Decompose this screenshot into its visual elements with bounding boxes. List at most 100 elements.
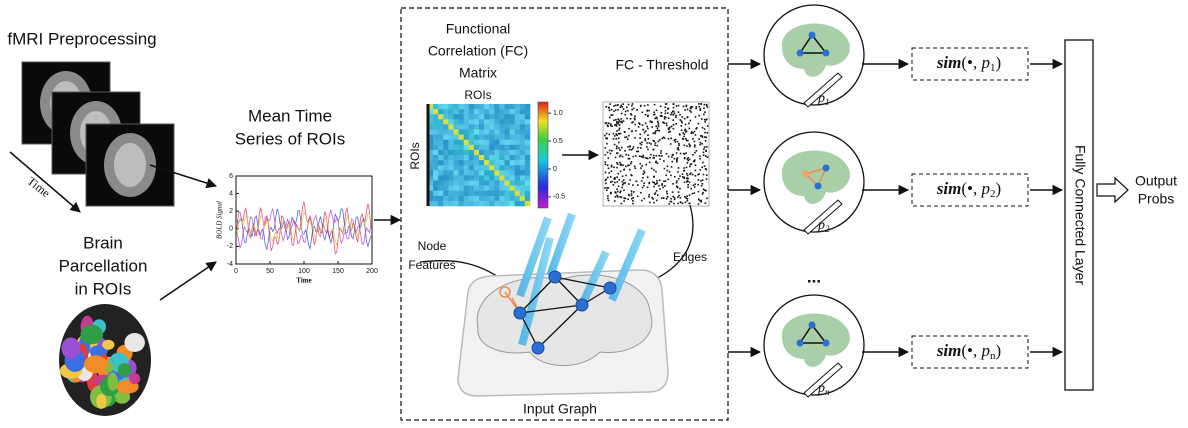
matrix-cell: [479, 114, 484, 119]
matrix-cell: [525, 181, 530, 186]
x-tick-label: 100: [298, 268, 310, 275]
matrix-cell: [469, 175, 474, 180]
edge-dot: [647, 149, 649, 151]
y-tick-label: -2: [227, 243, 233, 250]
matrix-cell: [489, 104, 494, 109]
edge-dot: [667, 112, 669, 114]
edge-dot: [698, 179, 700, 181]
edge-dot: [619, 149, 621, 151]
edge-dot: [694, 152, 696, 154]
edge-dot: [687, 160, 689, 162]
edge-dot: [704, 111, 706, 113]
matrix-cell: [489, 160, 494, 165]
edge-dot: [691, 131, 693, 133]
edge-dot: [627, 146, 629, 148]
matrix-cell: [459, 186, 464, 191]
matrix-cell: [448, 119, 453, 124]
edge-dot: [682, 173, 684, 175]
edge-dot: [678, 195, 680, 197]
edge-dot: [686, 140, 688, 142]
diagram: fMRI PreprocessingTimeBrainParcellationi…: [0, 0, 1188, 428]
edge-dot: [658, 124, 660, 126]
edge-dot: [617, 191, 619, 193]
matrix-cell: [459, 114, 464, 119]
edge-dot: [698, 138, 700, 140]
matrix-cell: [433, 155, 438, 160]
edge-dot: [653, 155, 655, 157]
edge-dot: [701, 185, 703, 187]
edge-dot: [628, 135, 630, 137]
matrix-cell: [443, 124, 448, 129]
edge-dot: [614, 200, 616, 202]
edge-dot: [689, 202, 691, 204]
axis-label: Time: [25, 174, 53, 200]
matrix-cell: [433, 181, 438, 186]
edge-dot: [655, 192, 657, 194]
matrix-cell: [505, 160, 510, 165]
edge-dot: [614, 144, 616, 146]
matrix-cell: [438, 160, 443, 165]
prototype-symbol: p: [981, 53, 991, 72]
node-feature-bar: [550, 214, 572, 276]
edge-dot: [633, 146, 635, 148]
matrix-cell: [510, 114, 515, 119]
edge-dot: [653, 111, 655, 113]
edge-dot: [686, 167, 688, 169]
edge-dot: [656, 155, 658, 157]
edge-dot: [676, 152, 678, 154]
edge-dot: [644, 105, 646, 107]
matrix-cell: [525, 191, 530, 196]
edge-dot: [699, 144, 701, 146]
edge-dot: [666, 123, 668, 125]
matrix-cell: [459, 104, 464, 109]
edge-dot: [624, 137, 626, 139]
matrix-cell: [494, 130, 499, 135]
edge-dot: [680, 197, 682, 199]
matrix-cell: [438, 114, 443, 119]
edge-dot: [703, 189, 705, 191]
edge-dot: [648, 196, 650, 198]
edge-dot: [618, 173, 620, 175]
matrix-cell: [515, 196, 520, 201]
matrix-cell: [438, 165, 443, 170]
matrix-cell: [454, 160, 459, 165]
matrix-cell: [443, 170, 448, 175]
matrix-cell: [438, 201, 443, 206]
edge-dot: [645, 164, 647, 166]
edge-dot: [642, 187, 644, 189]
matrix-cell: [505, 135, 510, 140]
matrix-cell: [454, 150, 459, 155]
edge-dot: [681, 122, 683, 124]
edge-dot: [673, 103, 675, 105]
matrix-cell: [520, 150, 525, 155]
matrix-cell: [505, 181, 510, 186]
matrix-cell: [454, 119, 459, 124]
edge-dot: [621, 106, 623, 108]
edge-dot: [705, 190, 707, 192]
edge-dot: [628, 128, 630, 130]
edge-dot: [677, 203, 679, 205]
edge-dot: [631, 105, 633, 107]
edge-dot: [681, 129, 683, 131]
edge-dot: [674, 113, 676, 115]
prototype-node: [809, 32, 816, 39]
y-tick-label: 2: [229, 208, 233, 215]
matrix-cell: [489, 135, 494, 140]
edge-dot: [645, 140, 647, 142]
matrix-cell: [505, 104, 510, 109]
edge-dot: [692, 154, 694, 156]
edge-dot: [653, 169, 655, 171]
edge-dot: [653, 114, 655, 116]
matrix-cell: [433, 130, 438, 135]
edge-dot: [615, 196, 617, 198]
matrix-cell: [438, 140, 443, 145]
roi-patch: [90, 345, 106, 357]
edge-dot: [671, 201, 673, 203]
edge-dot: [662, 138, 664, 140]
matrix-cell: [510, 135, 515, 140]
matrix-cell: [454, 170, 459, 175]
matrix-cell: [499, 170, 504, 175]
matrix-cell: [469, 186, 474, 191]
edge-dot: [616, 130, 618, 132]
graph-node: [549, 271, 561, 283]
